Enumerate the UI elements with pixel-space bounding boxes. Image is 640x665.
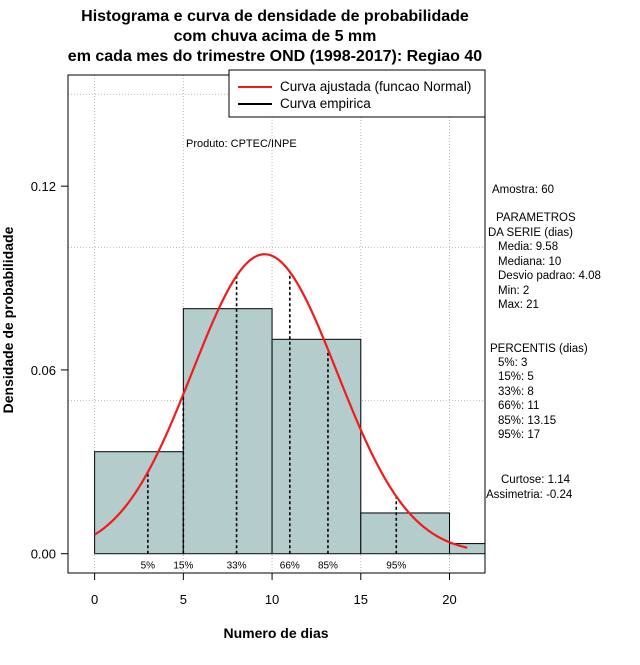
legend-label-fitted: Curva ajustada (funcao Normal) [280, 79, 471, 94]
stat-p15: 15%: 5 [498, 371, 534, 383]
chart-title-line-1: Histograma e curva de densidade de proba… [81, 8, 469, 25]
axes: 0 5 10 15 20 0.00 0.06 0.12 [31, 179, 457, 607]
percentile-label: 85% [318, 561, 338, 572]
x-tick-label: 0 [91, 592, 98, 607]
stat-p85: 85%: 13.15 [498, 415, 556, 427]
histogram-bar [94, 451, 184, 555]
product-annotation: Produto: CPTEC/INPE [186, 138, 297, 150]
chart-title-line-3: em cada mes do trimestre OND (1998-2017)… [68, 48, 483, 65]
stat-min: Min: 2 [498, 285, 529, 297]
percentile-label: 95% [386, 561, 406, 572]
x-tick-label: 20 [442, 592, 456, 607]
percentile-label: 5% [141, 561, 156, 572]
stat-media: Media: 9.58 [498, 241, 558, 253]
histogram-bars [94, 308, 486, 555]
stat-params-title-2: DA SERIE (dias) [488, 227, 573, 239]
stat-params-title-1: PARAMETROS [496, 212, 576, 224]
x-tick-label: 15 [354, 592, 368, 607]
stat-sample: Amostra: 60 [492, 184, 554, 196]
stat-mediana: Mediana: 10 [498, 256, 561, 268]
y-axis-label: Densidade de probabilidade [0, 226, 16, 413]
legend-label-empirical: Curva empirica [280, 96, 371, 111]
stat-desvio: Desvio padrao: 4.08 [498, 270, 601, 282]
stat-max: Max: 21 [498, 299, 539, 311]
stat-p95: 95%: 17 [498, 429, 540, 441]
x-tick-label: 5 [180, 592, 187, 607]
percentile-label: 33% [227, 561, 247, 572]
y-tick-label: 0.12 [31, 179, 56, 194]
percentile-label: 15% [173, 561, 193, 572]
histogram-bar [271, 338, 362, 555]
stat-p5: 5%: 3 [498, 357, 527, 369]
percentile-label: 66% [280, 561, 300, 572]
x-tick-label: 10 [265, 592, 279, 607]
stat-assimetria: Assimetria: -0.24 [486, 489, 573, 501]
histogram-bar [182, 308, 273, 555]
stat-p66: 66%: 11 [498, 400, 539, 412]
legend: Curva ajustada (funcao Normal) Curva emp… [228, 69, 486, 118]
chart-title-line-2: com chuva acima de 5 mm [174, 28, 377, 45]
x-axis-label: Numero de dias [223, 625, 328, 641]
stat-curtose: Curtose: 1.14 [501, 474, 571, 486]
stat-p33: 33%: 8 [498, 386, 534, 398]
histogram-bar [360, 512, 451, 555]
y-tick-label: 0.00 [31, 547, 56, 562]
density-curve [94, 253, 468, 549]
percentile-lines: 5% 15% 33% 66% 85% 95% [141, 271, 406, 572]
legend-box [228, 69, 486, 118]
y-tick-label: 0.06 [31, 363, 56, 378]
stats-panel: Amostra: 60 PARAMETROS DA SERIE (dias) M… [486, 184, 601, 501]
density-curve-layer [94, 253, 468, 549]
stat-percentis-title: PERCENTIS (dias) [490, 343, 588, 355]
